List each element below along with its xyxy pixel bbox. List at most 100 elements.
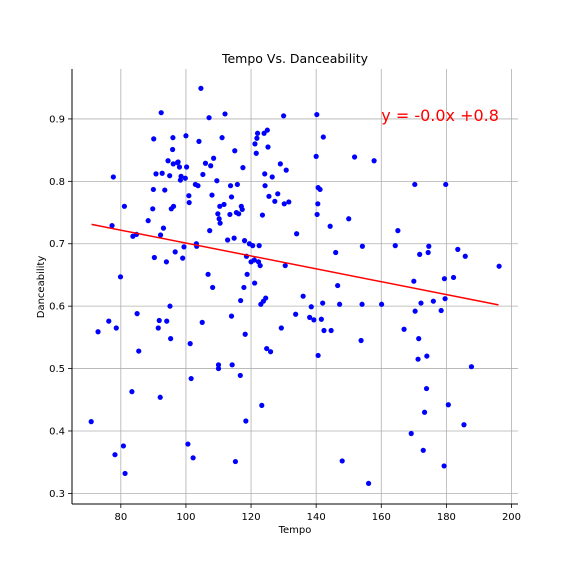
data-point (445, 402, 451, 408)
data-point (229, 362, 235, 368)
data-point (113, 325, 119, 331)
data-point (209, 192, 215, 198)
data-point (277, 161, 283, 167)
data-point (117, 274, 124, 280)
data-point (183, 133, 189, 139)
data-point (219, 135, 225, 141)
data-point (264, 345, 270, 352)
data-point (186, 193, 192, 199)
data-point (272, 198, 278, 204)
data-point (112, 452, 118, 458)
data-point (438, 307, 444, 314)
data-point (232, 458, 239, 465)
data-point (371, 158, 377, 164)
data-point (170, 203, 177, 209)
data-point (217, 203, 223, 209)
data-point (328, 327, 334, 334)
data-point (227, 183, 234, 189)
x-tick-label: 160 (372, 512, 391, 523)
data-point (408, 430, 414, 437)
data-point (262, 171, 268, 177)
data-point (215, 365, 222, 372)
data-point (199, 319, 205, 325)
data-point (241, 284, 247, 291)
data-point (120, 443, 127, 449)
data-point (106, 318, 112, 324)
data-point (257, 262, 263, 269)
y-tick-label: 0.3 (49, 489, 65, 500)
data-point (214, 178, 220, 184)
data-point (395, 228, 401, 234)
data-point (259, 402, 265, 408)
x-tick-label: 120 (242, 512, 261, 523)
data-point (225, 237, 231, 243)
data-point (417, 251, 423, 257)
data-point (228, 194, 235, 200)
data-point (165, 158, 171, 164)
data-point (232, 148, 238, 154)
data-point (237, 372, 243, 379)
data-point (251, 257, 257, 263)
data-point (88, 419, 94, 425)
data-point (307, 314, 313, 320)
data-point (182, 175, 188, 181)
data-point (136, 348, 142, 354)
data-point (442, 296, 448, 302)
data-point (321, 327, 327, 334)
data-point (217, 220, 223, 226)
data-point (215, 362, 222, 368)
data-points (88, 85, 502, 487)
data-point (275, 191, 281, 197)
x-tick-label: 200 (502, 512, 521, 523)
data-point (450, 274, 457, 281)
data-point (261, 130, 267, 136)
data-point (265, 144, 271, 150)
data-point (163, 259, 170, 265)
x-ticks: 80 100 120 140 160 180 200 (114, 504, 521, 523)
data-point (134, 311, 140, 317)
data-point (153, 171, 159, 177)
data-point (318, 316, 324, 322)
data-point (178, 173, 184, 179)
data-point (211, 155, 217, 161)
data-point (339, 458, 345, 464)
data-point (156, 317, 162, 324)
data-point (241, 238, 248, 244)
data-point (231, 235, 237, 241)
data-point (425, 249, 431, 256)
grid (72, 69, 518, 504)
data-point (239, 206, 245, 213)
data-point (234, 181, 240, 188)
data-point (254, 135, 260, 141)
data-point (283, 167, 289, 173)
x-tick-label: 80 (114, 512, 127, 523)
data-point (183, 164, 190, 170)
data-point (315, 352, 321, 359)
data-point (170, 161, 176, 167)
data-point (150, 186, 156, 193)
data-point (167, 303, 173, 309)
data-point (411, 278, 417, 284)
data-point (159, 170, 165, 176)
data-point (198, 85, 204, 91)
data-point (359, 301, 365, 307)
data-point (176, 164, 183, 170)
data-point (195, 183, 201, 189)
data-point (222, 111, 228, 117)
data-point (320, 134, 326, 140)
data-point (244, 271, 250, 277)
data-point (311, 317, 317, 323)
axes (71, 69, 518, 505)
data-point (314, 211, 320, 218)
data-point (238, 297, 244, 304)
y-axis-label: Danceability (36, 256, 47, 319)
data-point (208, 163, 214, 169)
data-point (358, 337, 364, 344)
data-point (496, 263, 502, 269)
chart-title: Tempo Vs. Danceability (221, 51, 369, 66)
data-point (256, 243, 262, 249)
data-point (169, 146, 176, 153)
data-point (281, 113, 287, 119)
data-point (462, 253, 468, 259)
